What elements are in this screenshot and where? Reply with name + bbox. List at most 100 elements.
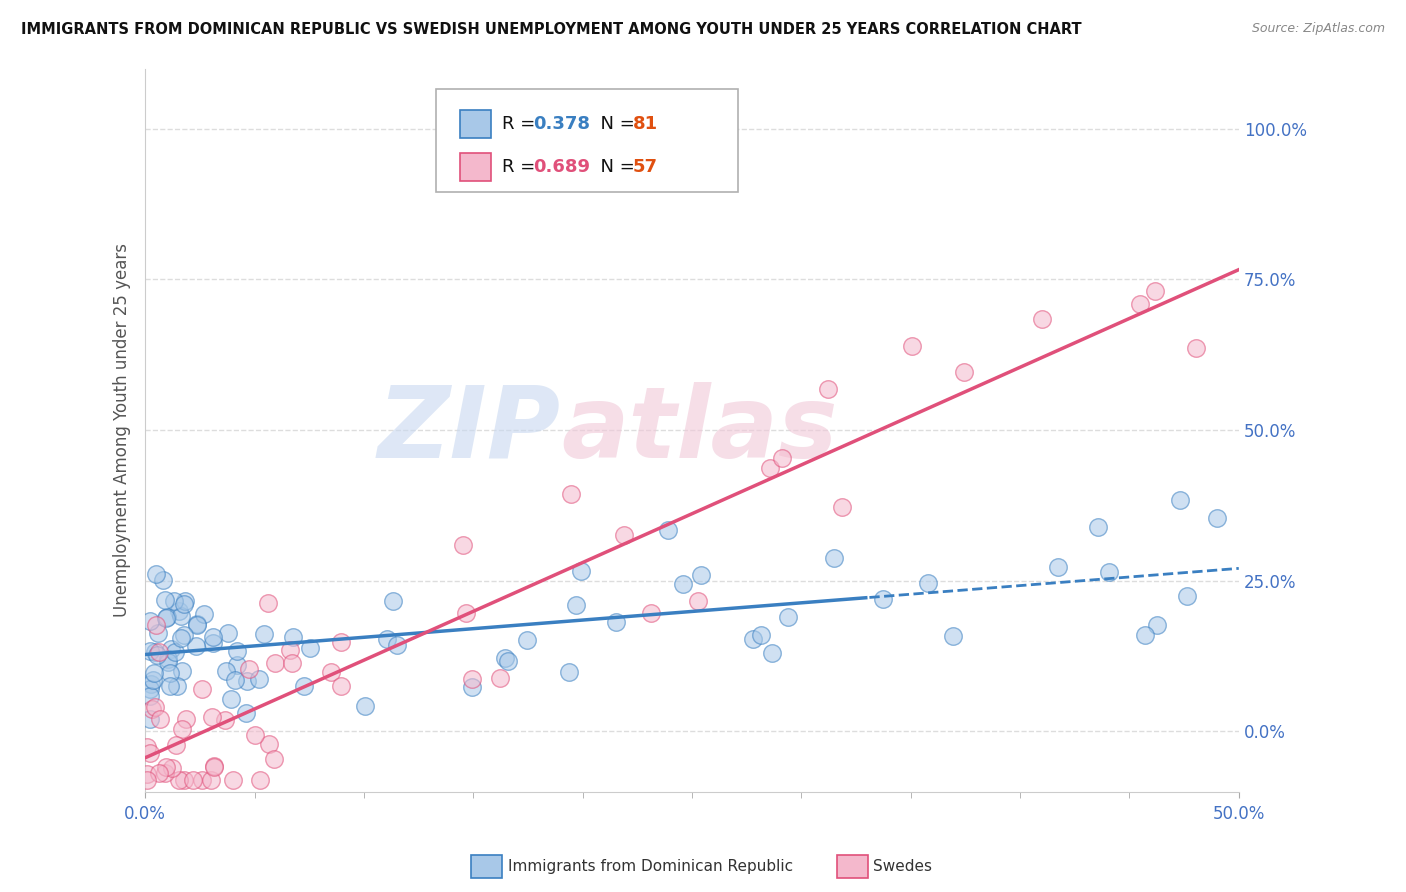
Text: Immigrants from Dominican Republic: Immigrants from Dominican Republic	[508, 859, 793, 873]
Point	[496, 654, 519, 668]
Point	[1097, 565, 1119, 579]
Point	[219, 691, 242, 706]
Point	[381, 594, 404, 608]
Point	[613, 528, 636, 542]
Point	[461, 672, 484, 686]
Point	[872, 591, 894, 606]
Point	[170, 631, 193, 645]
Text: Source: ZipAtlas.com: Source: ZipAtlas.com	[1251, 22, 1385, 36]
Point	[191, 772, 214, 787]
Point	[319, 665, 342, 679]
Point	[156, 655, 179, 669]
Point	[605, 615, 627, 629]
Point	[247, 673, 270, 687]
Point	[751, 627, 773, 641]
Point	[569, 564, 592, 578]
Point	[167, 604, 190, 618]
Point	[202, 630, 225, 644]
Point	[155, 766, 177, 780]
Point	[263, 656, 285, 670]
Text: N =: N =	[589, 158, 641, 176]
Point	[186, 616, 208, 631]
Text: atlas: atlas	[561, 382, 838, 478]
Point	[136, 739, 159, 754]
Point	[823, 550, 845, 565]
Point	[235, 706, 257, 720]
Point	[281, 630, 304, 644]
Point	[222, 772, 245, 787]
Point	[375, 632, 398, 647]
Text: 81: 81	[633, 115, 658, 133]
Point	[141, 702, 163, 716]
Point	[256, 596, 278, 610]
Text: 0.689: 0.689	[533, 158, 591, 176]
Point	[278, 642, 301, 657]
Point	[143, 666, 166, 681]
Point	[146, 648, 169, 663]
Point	[155, 760, 177, 774]
Point	[249, 772, 271, 787]
Point	[671, 576, 693, 591]
Point	[917, 576, 939, 591]
Point	[165, 739, 187, 753]
Point	[176, 712, 198, 726]
Point	[143, 644, 166, 658]
Point	[1031, 311, 1053, 326]
Point	[565, 598, 588, 612]
Point	[451, 538, 474, 552]
Point	[200, 772, 222, 787]
Point	[560, 487, 582, 501]
Point	[354, 699, 377, 714]
Point	[138, 712, 160, 726]
Point	[201, 635, 224, 649]
Point	[1185, 342, 1208, 356]
Point	[742, 632, 765, 646]
Point	[145, 617, 167, 632]
Point	[170, 609, 193, 624]
Point	[166, 679, 188, 693]
Point	[138, 614, 160, 628]
Point	[1087, 520, 1109, 534]
Point	[817, 382, 839, 396]
Text: N =: N =	[589, 115, 641, 133]
Point	[942, 629, 965, 643]
Point	[143, 700, 166, 714]
Point	[173, 594, 195, 608]
Point	[214, 664, 236, 678]
Point	[1144, 284, 1167, 298]
Point	[160, 761, 183, 775]
Point	[173, 628, 195, 642]
Point	[159, 679, 181, 693]
Point	[191, 682, 214, 697]
Point	[831, 500, 853, 515]
Point	[224, 673, 246, 688]
Point	[142, 673, 165, 687]
Point	[1047, 560, 1070, 574]
Point	[148, 645, 170, 659]
Point	[776, 610, 799, 624]
Point	[292, 679, 315, 693]
Point	[953, 365, 976, 379]
Point	[145, 566, 167, 581]
Point	[173, 597, 195, 611]
Point	[494, 651, 516, 665]
Point	[181, 772, 204, 787]
Point	[689, 568, 711, 582]
Point	[299, 641, 322, 656]
Point	[136, 772, 159, 787]
Point	[257, 738, 280, 752]
Point	[172, 665, 194, 679]
Text: ZIP: ZIP	[378, 382, 561, 478]
Point	[330, 679, 353, 693]
Point	[173, 772, 195, 787]
Point	[688, 594, 710, 608]
Point	[202, 760, 225, 774]
Point	[253, 627, 276, 641]
Point	[139, 746, 162, 760]
Text: 57: 57	[633, 158, 658, 176]
Point	[225, 644, 247, 658]
Point	[770, 450, 793, 465]
Point	[157, 652, 180, 666]
Point	[461, 680, 484, 694]
Point	[139, 690, 162, 704]
